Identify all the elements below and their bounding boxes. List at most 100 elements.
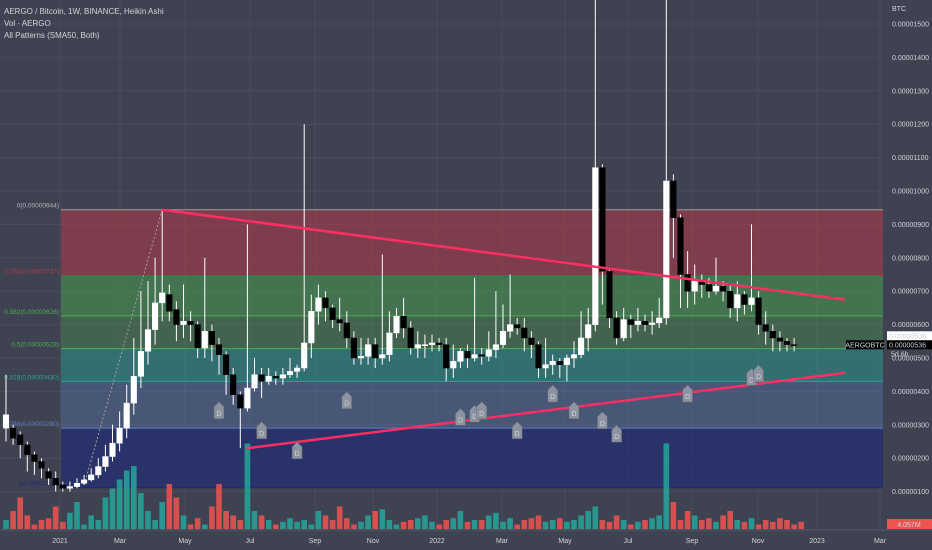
candle-bull[interactable] [357,356,365,359]
pattern-marker[interactable] [753,364,764,383]
time-axis[interactable] [0,530,884,550]
candle-bull[interactable] [734,294,741,309]
candle-bear[interactable] [627,319,634,325]
candle-bear[interactable] [783,341,791,345]
candle-bull[interactable] [620,319,627,339]
pattern-marker[interactable] [341,391,353,409]
candle-bull[interactable] [634,321,641,325]
candle-bull[interactable] [88,474,95,481]
candle-bull[interactable] [301,342,308,369]
candle-bull[interactable] [152,302,159,330]
candle-bear[interactable] [641,321,649,325]
candle-bull[interactable] [421,344,428,346]
candle-bear[interactable] [272,376,279,379]
candle-bull[interactable] [180,321,187,325]
pattern-marker[interactable] [682,384,693,403]
candle-bull[interactable] [286,371,294,375]
candle-bear[interactable] [208,331,215,345]
candle-bull[interactable] [144,329,152,352]
candle-bear[interactable] [755,297,762,325]
volume-indicator-label[interactable]: Vol · AERGO [4,19,51,28]
candle-bear[interactable] [407,327,414,349]
candle-bear[interactable] [464,351,471,359]
pattern-marker[interactable] [291,441,303,460]
candle-bull[interactable] [2,414,10,429]
candle-bear[interactable] [336,319,343,324]
candle-bear[interactable] [769,331,776,339]
pattern-marker[interactable] [547,384,558,403]
candle-bull[interactable] [691,280,698,292]
candle-bear[interactable] [258,374,265,382]
candle-bull[interactable] [201,331,208,349]
candle-bull[interactable] [485,349,492,357]
candle-bear[interactable] [670,180,677,218]
candle-bull[interactable] [294,367,301,372]
candle-bull[interactable] [542,364,549,369]
candle-bear[interactable] [705,284,712,292]
candle-bear[interactable] [372,344,379,359]
candle-bull[interactable] [570,354,578,359]
candle-bear[interactable] [606,270,613,319]
pattern-marker[interactable] [568,401,580,420]
pattern-marker[interactable] [213,401,225,420]
candle-bear[interactable] [350,337,357,359]
candle-bull[interactable] [499,331,507,345]
candle-bear[interactable] [31,454,38,462]
candle-bull[interactable] [308,310,315,344]
pattern-marker[interactable] [511,421,523,440]
candle-bull[interactable] [656,317,663,324]
candle-bear[interactable] [535,344,542,369]
candle-bear[interactable] [521,327,528,339]
candle-bull[interactable] [649,322,656,325]
candle-bear[interactable] [45,471,52,479]
candle-bull[interactable] [549,361,556,365]
candle-bull[interactable] [386,332,393,355]
candle-bull[interactable] [507,324,514,332]
candle-bear[interactable] [166,294,173,312]
candle-bull[interactable] [492,344,499,350]
candle-bull[interactable] [81,479,88,484]
candle-bear[interactable] [677,217,684,275]
candle-bear[interactable] [10,427,17,439]
candle-bull[interactable] [365,344,372,357]
chart-title[interactable]: AERGO / Bitcoin, 1W, BINANCE, Heikin Ash… [4,7,164,16]
candle-bear[interactable] [173,309,180,325]
candle-bear[interactable] [613,317,620,339]
candle-bear[interactable] [528,337,535,345]
trendline-upper[interactable] [160,208,846,301]
candle-bear[interactable] [237,394,244,409]
candle-bull[interactable] [414,344,421,349]
candle-bull[interactable] [379,354,386,359]
candle-bear[interactable] [52,477,59,486]
candle-bull[interactable] [457,351,464,362]
candle-bear[interactable] [400,316,407,329]
pattern-marker[interactable] [455,408,466,426]
candle-bear[interactable] [776,337,783,342]
candle-bull[interactable] [130,376,137,404]
candle-bear[interactable] [59,484,66,489]
candle-bull[interactable] [712,285,720,292]
candle-bear[interactable] [556,361,563,365]
candle-bear[interactable] [599,167,606,272]
candle-bear[interactable] [684,274,691,292]
candle-bear[interactable] [443,344,450,369]
candle-bear[interactable] [514,324,521,329]
candle-bear[interactable] [343,322,350,339]
candle-bear[interactable] [727,290,734,309]
candle-bull[interactable] [471,354,478,359]
candle-bull[interactable] [159,292,166,304]
candle-bull[interactable] [116,427,123,444]
candle-bull[interactable] [663,180,670,319]
candle-bull[interactable] [137,351,144,377]
candle-bear[interactable] [230,374,237,395]
candle-bull[interactable] [244,387,251,409]
trendline-lower[interactable] [246,371,846,450]
candle-bull[interactable] [265,376,272,382]
candle-bull[interactable] [428,342,436,345]
candle-bull[interactable] [66,486,73,489]
candle-bear[interactable] [322,297,329,309]
candle-bull[interactable] [279,374,286,379]
candle-bear[interactable] [24,444,31,456]
candle-bear[interactable] [187,321,194,325]
